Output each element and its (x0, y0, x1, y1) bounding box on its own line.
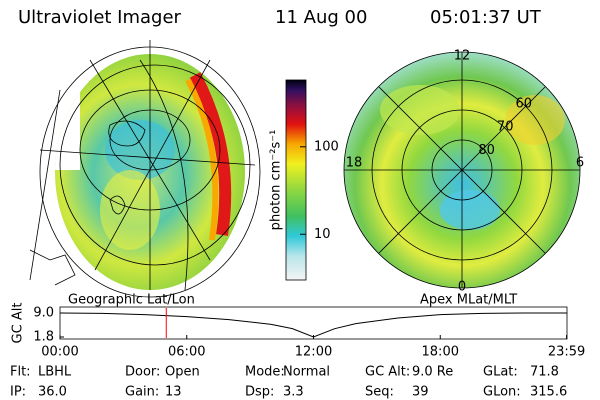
field-label: IP: (10, 385, 26, 400)
field-value: 36.0 (38, 385, 67, 400)
mlat-label: 80 (478, 143, 495, 158)
colorbar-label: photon cm⁻²s⁻¹ (269, 130, 284, 231)
mlt-label: 0 (458, 280, 466, 295)
field-label: GLon: (483, 385, 521, 400)
field-value: LBHL (38, 365, 72, 380)
field-label: GC Alt: (365, 365, 410, 380)
timeline-frame (59, 306, 568, 340)
time: 05:01:37 UT (430, 7, 542, 28)
timeline-ylabel: GC Alt (11, 303, 26, 344)
field-label: Seq: (365, 385, 394, 400)
polar-image (343, 51, 581, 289)
field-value: 315.6 (530, 385, 567, 400)
field-value: 3.3 (283, 385, 304, 400)
right-panel-label: Apex MLat/MLT (420, 293, 517, 308)
field-value: 9.0 Re (412, 365, 453, 380)
left-panel-label: Geographic Lat/Lon (68, 293, 195, 308)
colorbar-tick-label: 10 (314, 227, 331, 242)
mlat-label: 60 (516, 96, 533, 111)
mlt-label: 12 (454, 49, 471, 64)
mlat-circle (431, 139, 493, 201)
date: 11 Aug 00 (275, 7, 367, 28)
y-tick-label: 1.8 (33, 330, 54, 345)
mlt-label: 6 (576, 156, 584, 171)
x-tick-label: 18:00 (422, 345, 459, 360)
instrument-title: Ultraviolet Imager (18, 7, 182, 28)
mlat-circle (401, 109, 523, 231)
field-value: 13 (165, 385, 182, 400)
field-label: Flt: (10, 365, 31, 380)
field-label: Mode: (245, 365, 285, 380)
field-value: 39 (412, 385, 429, 400)
x-tick-label: 23:59 (548, 345, 585, 360)
x-tick-label: 06:00 (168, 345, 205, 360)
field-label: GLat: (483, 365, 518, 380)
mlat-label: 70 (497, 120, 514, 135)
field-label: Gain: (125, 385, 159, 400)
field-label: Dsp: (245, 385, 274, 400)
mlt-label: 18 (346, 156, 363, 171)
geographic-image (29, 40, 261, 298)
field-value: 71.8 (530, 365, 559, 380)
field-label: Door: (125, 365, 160, 380)
x-tick-label: 00:00 (41, 345, 78, 360)
x-tick-label: 12:00 (295, 345, 332, 360)
mlat-circle (371, 79, 553, 261)
colorbar (285, 79, 307, 281)
y-tick-label: 9.0 (33, 306, 54, 321)
field-value: Normal (283, 365, 330, 380)
field-value: Open (165, 365, 200, 380)
colorbar-tick-label: 100 (314, 139, 339, 154)
altitude-line (59, 312, 567, 338)
